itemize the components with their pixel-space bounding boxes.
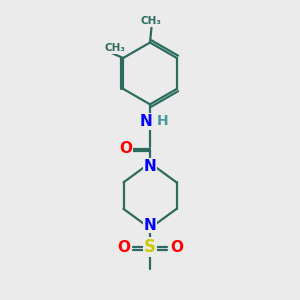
Text: S: S <box>144 238 156 256</box>
Text: CH₃: CH₃ <box>104 44 125 53</box>
Text: O: O <box>117 240 130 255</box>
Text: CH₃: CH₃ <box>141 16 162 26</box>
Text: N: N <box>140 114 153 129</box>
Text: O: O <box>170 240 183 255</box>
Text: H: H <box>157 114 168 128</box>
Text: O: O <box>119 141 132 156</box>
Text: N: N <box>144 218 156 232</box>
Text: N: N <box>144 159 156 174</box>
